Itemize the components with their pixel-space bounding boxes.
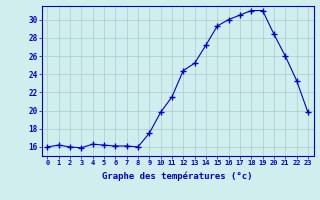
X-axis label: Graphe des températures (°c): Graphe des températures (°c) [102,172,253,181]
